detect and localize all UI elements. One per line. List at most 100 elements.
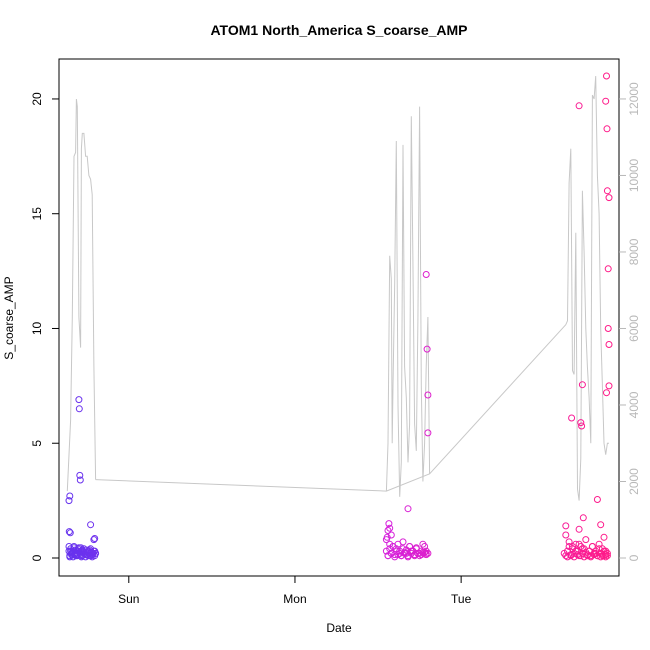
line-series — [66, 75, 609, 501]
data-point — [87, 521, 95, 529]
data-point — [65, 497, 73, 505]
data-point — [580, 553, 588, 561]
y2-tick-label: 0 — [627, 554, 641, 561]
data-point — [600, 533, 608, 541]
data-point — [387, 531, 395, 539]
y2-tick-label: 6000 — [627, 315, 641, 342]
series-line — [385, 106, 431, 497]
data-point — [91, 547, 99, 555]
y-tick-label: 0 — [30, 554, 44, 561]
series-line — [565, 75, 609, 501]
data-point — [597, 521, 605, 529]
x-axis-label: Date — [326, 621, 352, 635]
data-point — [575, 102, 583, 110]
data-point — [77, 553, 85, 561]
data-point — [91, 535, 99, 542]
data-point — [75, 396, 83, 404]
y2-tick-label: 12000 — [627, 82, 641, 116]
data-point — [422, 547, 430, 555]
data-point — [422, 549, 430, 557]
chart-title: ATOM1 North_America S_coarse_AMP — [210, 22, 467, 38]
x-tick-label: Tue — [451, 592, 472, 606]
data-point — [424, 429, 432, 437]
data-point — [65, 543, 73, 550]
x-axis: Sun Mon Tue — [118, 576, 472, 606]
data-point — [603, 389, 610, 397]
plot-frame — [58, 58, 620, 577]
data-point — [399, 538, 407, 546]
data-point — [603, 72, 610, 80]
data-point — [593, 552, 601, 560]
y-tick-label: 10 — [30, 321, 44, 335]
data-point — [605, 382, 613, 390]
data-point — [385, 520, 393, 528]
data-point — [603, 552, 611, 560]
point-series — [65, 72, 613, 561]
data-point — [575, 540, 583, 548]
data-point — [564, 553, 571, 561]
data-point — [569, 543, 576, 550]
connector-line — [95, 324, 567, 492]
data-point — [90, 536, 98, 544]
series-line — [66, 98, 97, 492]
data-point — [422, 271, 430, 278]
y-tick-label: 15 — [30, 207, 44, 221]
data-point — [577, 552, 585, 560]
data-point — [600, 552, 608, 560]
data-point — [562, 522, 570, 530]
data-point — [603, 125, 611, 133]
data-point — [605, 194, 613, 202]
data-point — [567, 552, 575, 560]
x-tick-label: Mon — [283, 592, 306, 606]
data-point — [414, 549, 422, 557]
data-point — [75, 405, 83, 413]
data-point — [568, 414, 576, 422]
y-tick-label: 5 — [30, 440, 44, 447]
data-point — [602, 97, 610, 105]
data-point — [604, 265, 612, 273]
y-tick-label: 20 — [30, 92, 44, 106]
data-point — [421, 548, 429, 556]
x-tick-label: Sun — [118, 592, 139, 606]
y-axis-right: 0 2000 4000 6000 8000 10000 12000 — [619, 82, 641, 561]
data-point — [76, 476, 84, 484]
data-point — [66, 492, 74, 500]
y-axis-left: 0 5 10 15 20 — [30, 92, 59, 561]
data-point — [76, 471, 84, 479]
data-point — [404, 505, 412, 513]
data-point — [407, 547, 415, 555]
data-point — [84, 552, 92, 560]
data-point — [423, 345, 431, 353]
data-point — [404, 553, 412, 561]
y2-tick-label: 8000 — [627, 238, 641, 265]
data-point — [419, 540, 427, 548]
y2-tick-label: 4000 — [627, 391, 641, 418]
data-point — [565, 538, 573, 546]
data-point — [602, 553, 610, 561]
data-point — [562, 531, 570, 539]
data-point — [595, 540, 603, 548]
data-point — [582, 536, 590, 544]
data-point — [605, 341, 613, 348]
data-point — [73, 551, 81, 559]
data-point — [578, 381, 586, 389]
data-point — [406, 543, 414, 550]
data-point — [578, 422, 586, 430]
data-point — [574, 551, 581, 559]
data-point — [386, 524, 394, 532]
data-point — [577, 419, 585, 427]
data-point — [579, 514, 587, 522]
data-point — [593, 496, 601, 503]
data-point — [575, 525, 583, 533]
y2-tick-label: 2000 — [627, 468, 641, 495]
y2-tick-label: 10000 — [627, 158, 641, 192]
data-point — [383, 533, 391, 541]
data-point — [562, 552, 570, 560]
data-point — [590, 551, 598, 559]
data-point — [604, 325, 612, 332]
data-point — [578, 545, 586, 553]
data-point — [424, 391, 432, 399]
data-point — [66, 529, 74, 537]
y-axis-label: S_coarse_AMP — [2, 276, 16, 359]
